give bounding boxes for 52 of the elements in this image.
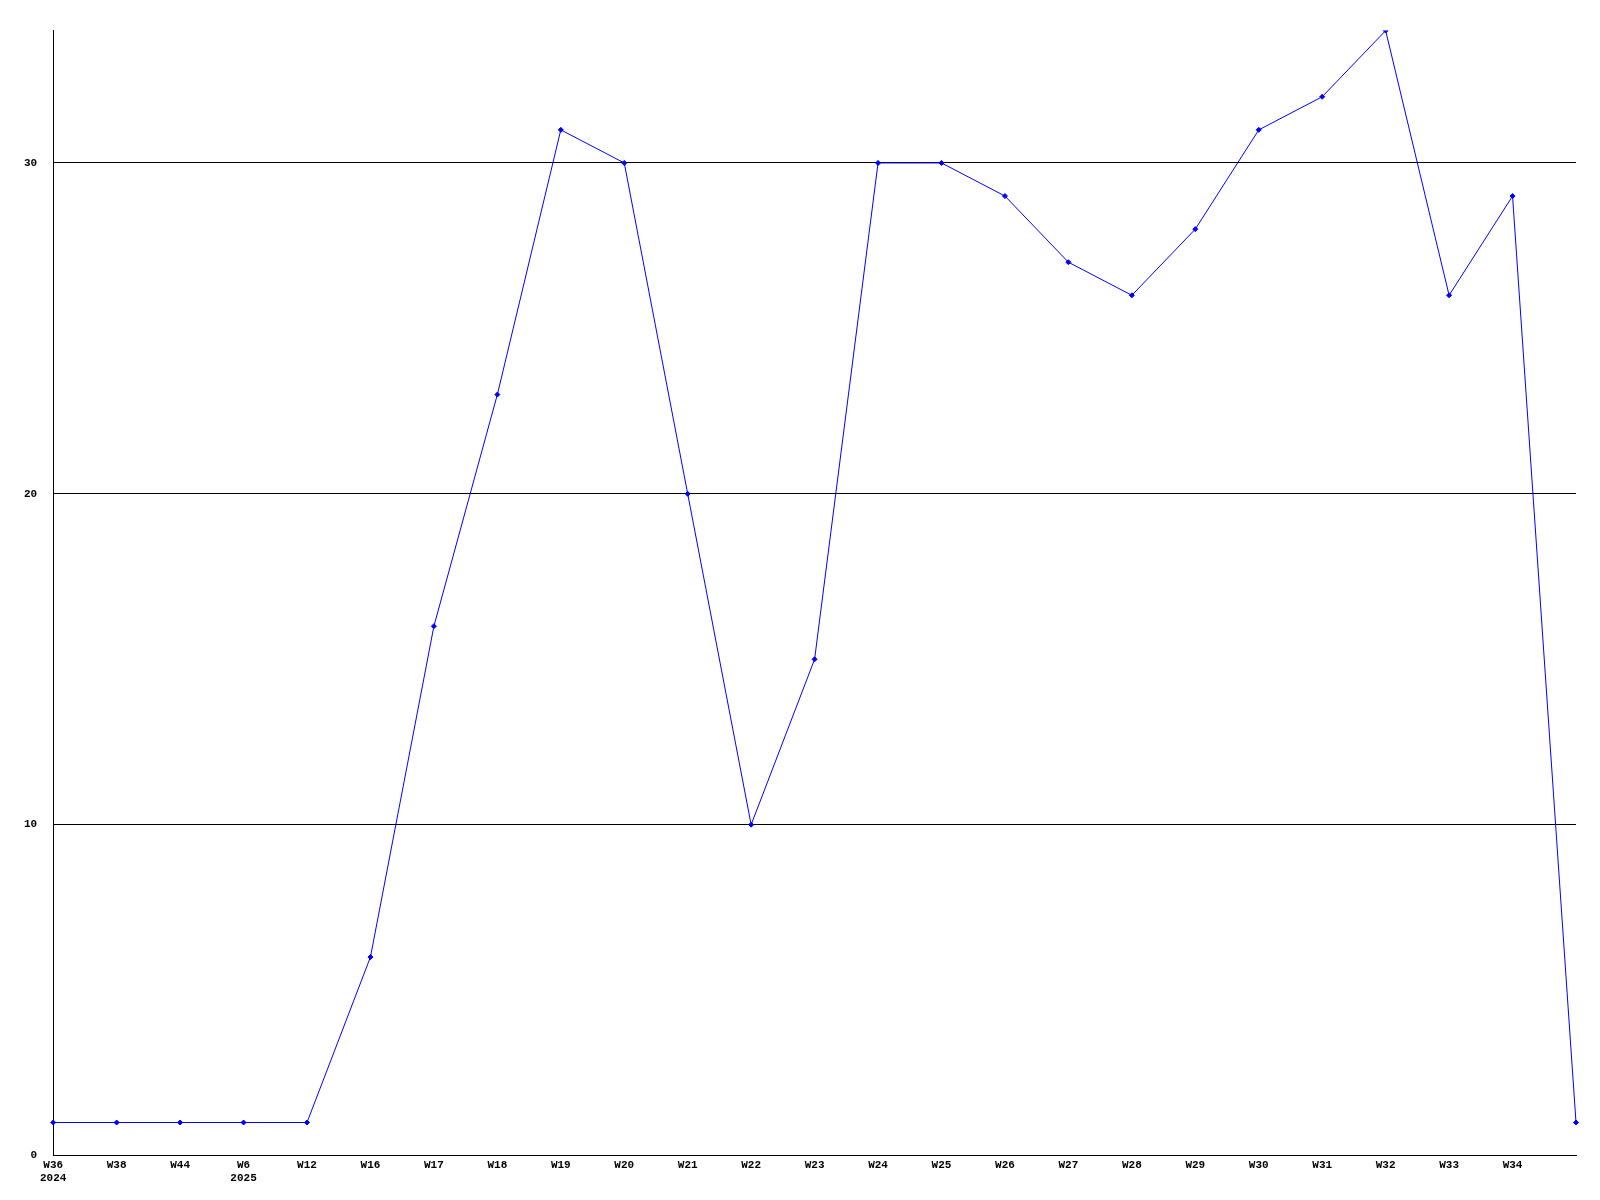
point	[938, 159, 945, 166]
point	[240, 1119, 247, 1126]
point	[1319, 93, 1326, 100]
point	[1446, 292, 1453, 299]
x-tick-label: W20	[614, 1158, 635, 1171]
x-tick-label: W21	[677, 1158, 698, 1171]
x-tick-label: W38	[106, 1158, 127, 1171]
x-tick-label: W34	[1502, 1158, 1523, 1171]
point	[304, 1119, 310, 1126]
point	[1255, 126, 1262, 133]
point	[177, 1119, 184, 1126]
point	[50, 1119, 57, 1126]
point	[557, 126, 564, 133]
point	[367, 954, 374, 961]
y-tick-label: 20	[24, 487, 38, 500]
x-tick-label: W44	[170, 1158, 191, 1171]
x-tick-label: W27	[1058, 1158, 1079, 1171]
x-tick-label: W26	[995, 1158, 1015, 1171]
y-tick-label: 10	[24, 818, 38, 831]
point	[1065, 259, 1072, 266]
x-tick-label: W23	[804, 1158, 825, 1171]
x-tick-label: W31	[1312, 1158, 1333, 1171]
point	[430, 623, 437, 630]
point	[1573, 1119, 1579, 1126]
x-tick-label: W36 2024	[40, 1158, 67, 1185]
point	[1001, 193, 1008, 200]
y-tick-label: 30	[24, 156, 38, 169]
y-tick-label: 0	[30, 1149, 38, 1162]
point	[494, 391, 501, 398]
x-tick-label: W18	[487, 1158, 508, 1171]
x-tick-label: W29	[1185, 1158, 1206, 1171]
x-tick-label: W33	[1439, 1158, 1460, 1171]
x-tick-label: W30	[1248, 1158, 1269, 1171]
point	[875, 159, 882, 166]
x-tick-label: W12	[297, 1158, 317, 1171]
x-tick-label: W17	[424, 1158, 444, 1171]
point	[1128, 292, 1135, 299]
point	[1192, 226, 1199, 233]
x-tick-label: W16	[360, 1158, 381, 1171]
x-tick-label: W24	[868, 1158, 889, 1171]
x-tick-label: W6 2025	[230, 1158, 258, 1185]
point	[748, 821, 755, 828]
x-tick-label: W19	[550, 1158, 571, 1171]
x-tick-label: W28	[1121, 1158, 1143, 1171]
point	[113, 1119, 120, 1126]
point	[811, 656, 818, 663]
point	[684, 490, 691, 497]
point	[1509, 193, 1516, 200]
x-tick-label: W32	[1375, 1158, 1396, 1171]
x-tick-label: W22	[741, 1158, 762, 1171]
x-tick-label: W25	[931, 1158, 952, 1171]
point	[621, 159, 628, 166]
